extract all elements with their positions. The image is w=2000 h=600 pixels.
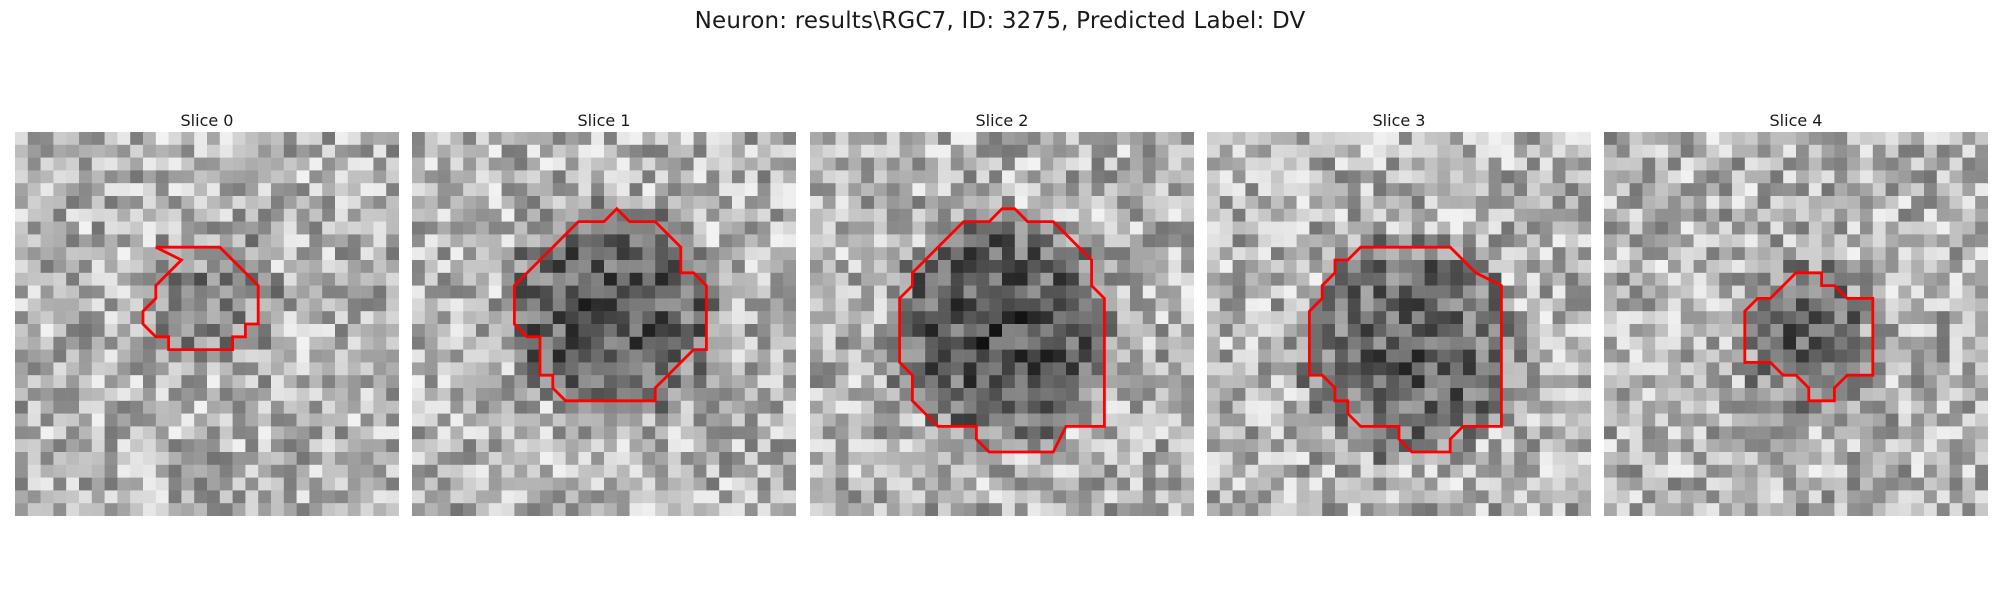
cell-contour [1743, 271, 1875, 403]
slice-panel-1: Slice 1 [412, 110, 796, 516]
slice-pixels [15, 132, 399, 516]
slice-panel-2: Slice 2 [810, 110, 1194, 516]
slice-image-0 [15, 132, 399, 516]
slice-pixels [810, 132, 1194, 516]
slice-panel-3: Slice 3 [1207, 110, 1591, 516]
slice-image-3 [1207, 132, 1591, 516]
slice-pixels [412, 132, 796, 516]
cell-contour [141, 245, 260, 352]
slice-title: Slice 3 [1372, 111, 1426, 130]
slice-panel-0: Slice 0 [15, 110, 399, 516]
slice-title: Slice 2 [975, 111, 1029, 130]
slice-title: Slice 0 [180, 111, 234, 130]
slice-pixels [1604, 132, 1988, 516]
cell-contour [898, 207, 1106, 454]
slice-image-4 [1604, 132, 1988, 516]
figure-title: Neuron: results\RGC7, ID: 3275, Predicte… [694, 8, 1306, 34]
cell-contour [512, 206, 708, 403]
slice-title: Slice 1 [577, 111, 631, 130]
slice-panel-4: Slice 4 [1604, 110, 1988, 516]
slice-pixels [1207, 132, 1591, 516]
slice-image-2 [810, 132, 1194, 516]
slice-title: Slice 4 [1769, 111, 1823, 130]
slice-image-1 [412, 132, 796, 516]
cell-contour [1307, 245, 1503, 454]
